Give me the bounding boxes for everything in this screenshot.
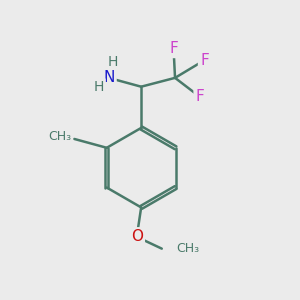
Text: F: F bbox=[196, 89, 204, 104]
Text: CH₃: CH₃ bbox=[48, 130, 71, 142]
Text: O: O bbox=[131, 230, 143, 244]
Text: H: H bbox=[93, 80, 104, 94]
Text: CH₃: CH₃ bbox=[176, 242, 200, 255]
Text: N: N bbox=[103, 70, 115, 86]
Text: F: F bbox=[200, 53, 209, 68]
Text: F: F bbox=[169, 41, 178, 56]
Text: H: H bbox=[108, 55, 119, 69]
